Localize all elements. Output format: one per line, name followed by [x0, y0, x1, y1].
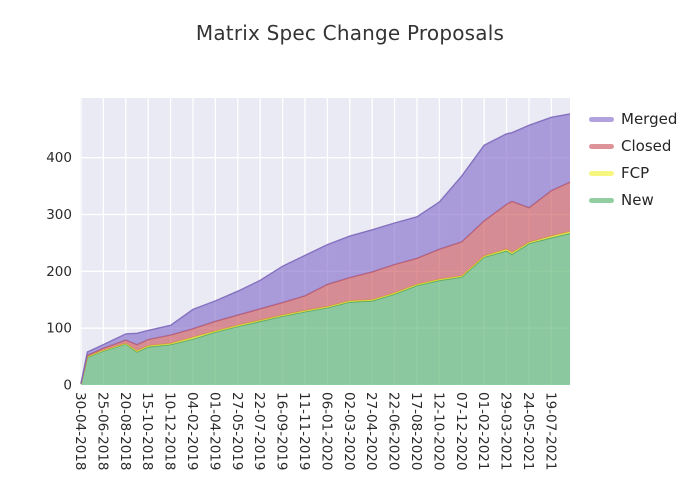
legend-label: Closed	[621, 137, 672, 155]
x-tick-label: 15-10-2018	[139, 392, 155, 470]
legend-swatch-new	[589, 198, 614, 203]
y-tick-label: 400	[46, 150, 72, 166]
x-tick-label: 11-11-2019	[296, 392, 312, 470]
legend-label: New	[621, 191, 654, 209]
x-tick-label: 07-12-2020	[453, 392, 469, 470]
legend-label: FCP	[621, 164, 650, 182]
x-tick-label: 25-06-2018	[94, 392, 110, 470]
x-tick-label: 10-12-2018	[162, 392, 178, 470]
x-tick-label: 24-05-2021	[520, 392, 536, 470]
x-tick-label: 27-04-2020	[363, 392, 379, 470]
x-tick-label: 20-08-2018	[117, 392, 133, 470]
y-tick-label: 300	[46, 207, 72, 223]
area-fcp	[81, 231, 570, 384]
chart-title: Matrix Spec Change Proposals	[195, 21, 505, 45]
legend-label: Merged	[621, 110, 678, 128]
x-tick-label: 27-05-2019	[229, 392, 245, 470]
x-tick-label: 06-01-2020	[318, 392, 334, 470]
area-new	[81, 233, 570, 385]
legend-swatch-closed	[589, 144, 614, 149]
legend-item-new: New	[589, 187, 677, 214]
y-tick-label: 200	[46, 264, 72, 280]
legend-swatch-fcp	[589, 171, 614, 176]
area-merged	[81, 113, 570, 384]
x-tick-label: 12-10-2020	[430, 392, 446, 470]
legend-swatch-merged	[589, 117, 614, 122]
x-tick-label: 01-04-2019	[206, 392, 222, 470]
x-tick-label: 01-02-2021	[475, 392, 491, 470]
x-tick-label: 16-09-2019	[274, 392, 290, 470]
y-tick-label: 0	[63, 378, 72, 394]
x-tick-label: 17-08-2020	[408, 392, 424, 470]
x-tick-label: 29-03-2021	[498, 392, 514, 470]
legend-item-fcp: FCP	[589, 160, 677, 187]
x-tick-label: 30-04-2018	[72, 392, 88, 470]
x-tick-label: 02-03-2020	[341, 392, 357, 470]
x-tick-label: 04-02-2019	[184, 392, 200, 470]
legend-item-closed: Closed	[589, 133, 677, 160]
x-tick-label: 19-07-2021	[542, 392, 558, 470]
area-edge-merged	[80, 113, 571, 384]
y-tick-label: 100	[46, 321, 72, 337]
x-tick-label: 22-07-2019	[251, 392, 267, 470]
legend: Merged Closed FCP New	[589, 106, 677, 214]
x-tick-label: 22-06-2020	[386, 392, 402, 470]
legend-item-merged: Merged	[589, 106, 677, 133]
area-closed	[81, 182, 570, 384]
